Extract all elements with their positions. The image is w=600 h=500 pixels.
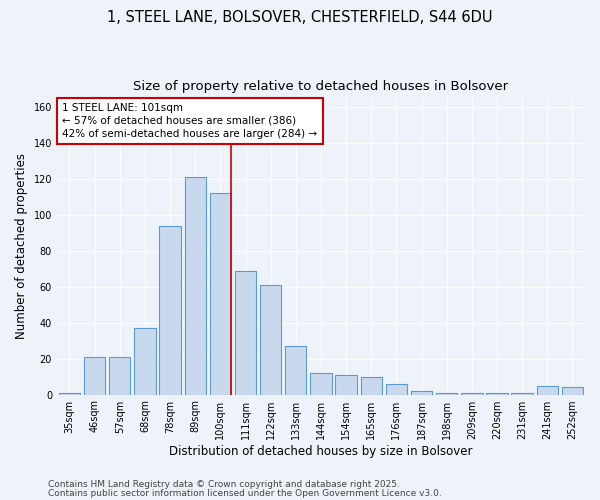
Bar — [209, 194, 231, 394]
X-axis label: Distribution of detached houses by size in Bolsover: Distribution of detached houses by size … — [169, 444, 473, 458]
Bar — [511, 393, 533, 394]
Y-axis label: Number of detached properties: Number of detached properties — [15, 154, 28, 340]
Bar — [109, 357, 130, 395]
Bar — [260, 285, 281, 395]
Bar — [59, 393, 80, 394]
Bar — [536, 386, 558, 394]
Bar — [562, 388, 583, 394]
Text: 1, STEEL LANE, BOLSOVER, CHESTERFIELD, S44 6DU: 1, STEEL LANE, BOLSOVER, CHESTERFIELD, S… — [107, 10, 493, 25]
Bar — [386, 384, 407, 394]
Bar — [335, 375, 357, 394]
Text: 1 STEEL LANE: 101sqm
← 57% of detached houses are smaller (386)
42% of semi-deta: 1 STEEL LANE: 101sqm ← 57% of detached h… — [62, 103, 317, 139]
Bar — [285, 346, 307, 395]
Bar — [461, 393, 482, 394]
Bar — [185, 178, 206, 394]
Text: Contains public sector information licensed under the Open Government Licence v3: Contains public sector information licen… — [48, 488, 442, 498]
Text: Contains HM Land Registry data © Crown copyright and database right 2025.: Contains HM Land Registry data © Crown c… — [48, 480, 400, 489]
Bar — [436, 393, 457, 394]
Bar — [411, 391, 432, 394]
Bar — [486, 393, 508, 394]
Bar — [310, 373, 332, 394]
Title: Size of property relative to detached houses in Bolsover: Size of property relative to detached ho… — [133, 80, 509, 93]
Bar — [134, 328, 155, 394]
Bar — [160, 226, 181, 394]
Bar — [361, 376, 382, 394]
Bar — [84, 357, 106, 395]
Bar — [235, 270, 256, 394]
